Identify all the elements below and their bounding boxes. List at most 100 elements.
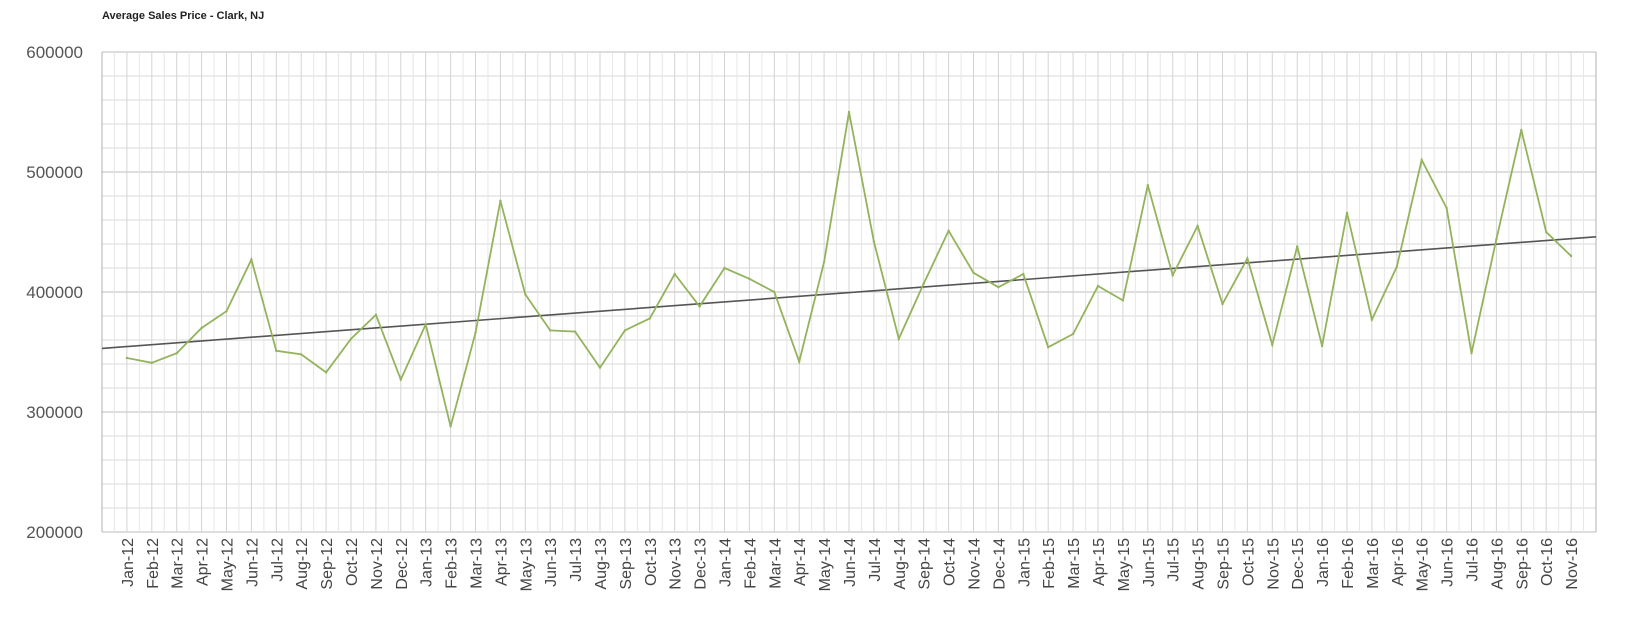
x-tick-label: Oct-16 bbox=[1539, 538, 1556, 586]
x-tick-label: Feb-14 bbox=[742, 538, 759, 589]
x-tick-label: Jul-12 bbox=[269, 538, 286, 582]
data-point bbox=[549, 329, 552, 332]
x-tick-label: May-15 bbox=[1116, 538, 1133, 591]
x-tick-label: Feb-12 bbox=[145, 538, 162, 589]
x-tick-label: Feb-13 bbox=[444, 538, 461, 589]
data-point bbox=[474, 331, 477, 334]
x-tick-label: Aug-12 bbox=[294, 538, 311, 590]
data-point bbox=[1420, 158, 1423, 162]
data-point bbox=[723, 266, 726, 270]
y-tick-label: 200000 bbox=[26, 523, 83, 542]
data-point bbox=[1047, 346, 1050, 349]
data-point bbox=[673, 272, 676, 276]
x-tick-label: Sep-16 bbox=[1514, 538, 1531, 590]
data-point bbox=[698, 305, 701, 308]
y-axis-ticks: 200000 300000 400000 500000 600000 bbox=[26, 43, 83, 542]
data-point bbox=[175, 352, 178, 355]
data-point bbox=[1445, 206, 1448, 210]
x-tick-label: Sep-12 bbox=[319, 538, 336, 590]
x-tick-label: May-13 bbox=[518, 538, 535, 591]
y-tick-label: 600000 bbox=[26, 43, 83, 62]
data-point bbox=[573, 330, 577, 333]
x-tick-label: Dec-14 bbox=[991, 538, 1008, 590]
trendline bbox=[101, 236, 1597, 350]
data-point bbox=[125, 356, 129, 360]
x-tick-label: Jul-15 bbox=[1166, 538, 1183, 582]
data-point bbox=[349, 337, 353, 340]
x-tick-label: Mar-13 bbox=[469, 538, 486, 589]
x-tick-label: Jul-13 bbox=[568, 538, 585, 582]
x-tick-label: Aug-16 bbox=[1489, 538, 1506, 590]
x-tick-label: Apr-14 bbox=[792, 538, 809, 586]
data-point bbox=[822, 260, 826, 264]
x-tick-label: Oct-12 bbox=[344, 538, 361, 586]
x-tick-label: Jun-13 bbox=[543, 538, 560, 587]
x-tick-label: Oct-14 bbox=[942, 538, 959, 586]
data-point bbox=[1221, 302, 1224, 306]
x-tick-label: Nov-16 bbox=[1564, 538, 1581, 590]
data-point bbox=[947, 229, 950, 232]
x-tick-label: Oct-15 bbox=[1240, 538, 1257, 586]
trendline-layer bbox=[101, 236, 1597, 350]
data-point bbox=[598, 366, 602, 369]
data-point bbox=[499, 199, 502, 202]
data-point bbox=[1071, 332, 1075, 336]
data-point bbox=[798, 360, 801, 363]
data-point bbox=[1096, 284, 1100, 288]
x-tick-label: Mar-12 bbox=[170, 538, 187, 589]
x-tick-label: Oct-13 bbox=[643, 538, 660, 586]
x-tick-label: Sep-15 bbox=[1216, 538, 1233, 590]
data-point bbox=[324, 371, 328, 374]
data-point bbox=[1370, 318, 1374, 321]
data-point bbox=[648, 317, 651, 320]
x-tick-label: Apr-16 bbox=[1390, 538, 1407, 586]
grid bbox=[101, 51, 1597, 533]
data-point bbox=[1345, 211, 1349, 214]
data-point bbox=[1569, 254, 1573, 258]
x-tick-label: Jun-14 bbox=[842, 538, 859, 587]
series-layer bbox=[125, 110, 1573, 428]
x-tick-label: Jan-14 bbox=[718, 538, 735, 587]
y-tick-label: 300000 bbox=[26, 403, 83, 422]
data-point bbox=[200, 326, 203, 330]
data-point bbox=[1320, 344, 1324, 348]
x-tick-label: Jan-15 bbox=[1016, 538, 1033, 587]
x-tick-label: May-12 bbox=[220, 538, 237, 591]
data-point bbox=[623, 329, 627, 332]
x-tick-label: Sep-13 bbox=[618, 538, 635, 590]
data-point bbox=[1271, 343, 1274, 346]
x-tick-label: Apr-12 bbox=[195, 538, 212, 586]
x-tick-label: May-14 bbox=[817, 538, 834, 591]
x-tick-label: Aug-13 bbox=[593, 538, 610, 590]
x-tick-label: Jun-12 bbox=[244, 538, 261, 587]
data-point bbox=[1545, 230, 1548, 234]
data-point bbox=[922, 282, 925, 285]
x-tick-label: Jun-15 bbox=[1141, 538, 1158, 587]
data-point bbox=[872, 240, 876, 243]
x-tick-label: Mar-16 bbox=[1365, 538, 1382, 589]
x-tick-label: Jul-14 bbox=[867, 538, 884, 582]
data-point bbox=[897, 337, 900, 340]
data-point bbox=[997, 286, 1000, 289]
x-axis-ticks: Jan-12 Feb-12 Mar-12 Apr-12 May-12 Jun-12 Jul-… bbox=[120, 538, 1581, 591]
data-point bbox=[1246, 257, 1249, 260]
data-point bbox=[449, 425, 452, 428]
y-tick-label: 500000 bbox=[26, 163, 83, 182]
x-tick-label: Dec-12 bbox=[394, 538, 411, 590]
x-tick-label: Nov-14 bbox=[967, 538, 984, 590]
x-tick-label: Mar-14 bbox=[767, 538, 784, 589]
x-tick-label: Nov-15 bbox=[1265, 538, 1282, 590]
data-point bbox=[275, 349, 278, 352]
x-tick-label: Feb-16 bbox=[1340, 538, 1357, 589]
data-point bbox=[250, 258, 253, 261]
x-tick-label: Nov-13 bbox=[668, 538, 685, 590]
data-point bbox=[1395, 265, 1399, 268]
x-tick-label: Jan-16 bbox=[1315, 538, 1332, 587]
x-tick-label: Mar-15 bbox=[1066, 538, 1083, 589]
x-tick-label: May-16 bbox=[1415, 538, 1432, 591]
data-point bbox=[972, 271, 975, 274]
chart-title: Average Sales Price - Clark, NJ bbox=[102, 10, 265, 22]
data-point bbox=[424, 323, 427, 326]
x-tick-label: Apr-15 bbox=[1091, 538, 1108, 586]
